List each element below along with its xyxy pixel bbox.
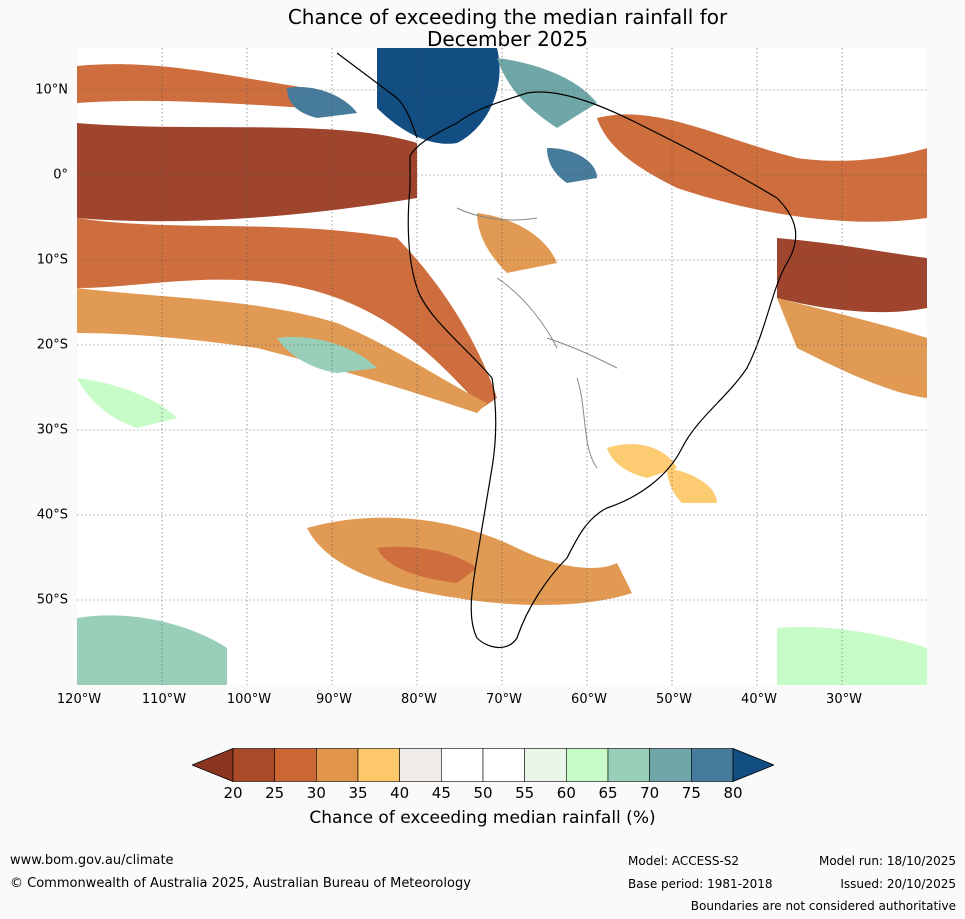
title-line-1: Chance of exceeding the median rainfall …: [287, 5, 728, 29]
y-tick-label: 20°S: [36, 337, 68, 353]
wet-patches: [77, 48, 927, 685]
south-america-coastline: [407, 91, 797, 648]
rainfall-map: [77, 48, 927, 685]
colorbar-tick-label: 30: [306, 784, 326, 802]
colorbar-max-arrow: [732, 748, 774, 782]
title-line-2: December 2025: [427, 27, 588, 51]
colorbar-tick-label: 40: [390, 784, 410, 802]
x-tick-label: 60°W: [571, 692, 607, 707]
x-tick-label: 70°W: [486, 692, 522, 707]
colorbar-tick-label: 65: [598, 784, 618, 802]
x-tick-label: 100°W: [226, 692, 272, 707]
country-borders: [456, 207, 618, 469]
colorbar-segment: [482, 748, 525, 782]
colorbar-tick-label: 35: [348, 784, 368, 802]
x-tick-label: 90°W: [316, 692, 352, 707]
colorbar-tick-label: 80: [723, 784, 743, 802]
colorbar-tick-label: 50: [473, 784, 493, 802]
x-tick-label: 30°W: [826, 692, 862, 707]
model-text: Model: ACCESS-S2: [628, 854, 740, 868]
x-tick-label: 50°W: [656, 692, 692, 707]
y-tick-label: 10°N: [35, 82, 68, 98]
y-tick-label: 40°S: [36, 507, 68, 523]
colorbar-segment: [524, 748, 567, 782]
colorbar-tick-label: 20: [223, 784, 243, 802]
graticule: [77, 48, 927, 685]
y-tick-label: 10°S: [36, 252, 68, 268]
copyright-text: © Commonwealth of Australia 2025, Austra…: [10, 876, 471, 891]
colorbar-title: Chance of exceeding median rainfall (%): [309, 808, 656, 828]
central-america-coastline: [336, 52, 418, 139]
colorbar-segment: [357, 748, 400, 782]
colorbar-segment: [649, 748, 692, 782]
y-tick-label: 50°S: [36, 592, 68, 608]
colorbar-tick-label: 25: [265, 784, 285, 802]
disclaimer-text: Boundaries are not considered authoritat…: [690, 899, 956, 913]
colorbar-segment: [274, 748, 317, 782]
issued-text: Issued: 20/10/2025: [840, 877, 956, 891]
base-period-text: Base period: 1981-2018: [628, 877, 773, 891]
colorbar-tick-label: 60: [556, 784, 576, 802]
y-tick-label: 0°: [53, 167, 68, 183]
colorbar-min-arrow: [192, 748, 234, 782]
colorbar-tick-label: 75: [681, 784, 701, 802]
colorbar-segment: [316, 748, 359, 782]
x-tick-label: 110°W: [141, 692, 187, 707]
colorbar-segment: [399, 748, 442, 782]
model-run-text: Model run: 18/10/2025: [818, 854, 956, 868]
x-tick-label: 120°W: [56, 692, 102, 707]
website-text: www.bom.gov.au/climate: [10, 853, 174, 868]
colorbar-tick-label: 70: [640, 784, 660, 802]
x-tick-label: 80°W: [401, 692, 437, 707]
colorbar-tick-label: 55: [515, 784, 535, 802]
colorbar-segment: [441, 748, 484, 782]
colorbar-tick-label: 45: [431, 784, 451, 802]
x-tick-label: 40°W: [741, 692, 777, 707]
colorbar-segment: [607, 748, 650, 782]
colorbar-segment: [232, 748, 275, 782]
colorbar-segment: [566, 748, 609, 782]
y-tick-label: 30°S: [36, 422, 68, 438]
colorbar-segment: [691, 748, 734, 782]
colorbar: [192, 748, 774, 782]
